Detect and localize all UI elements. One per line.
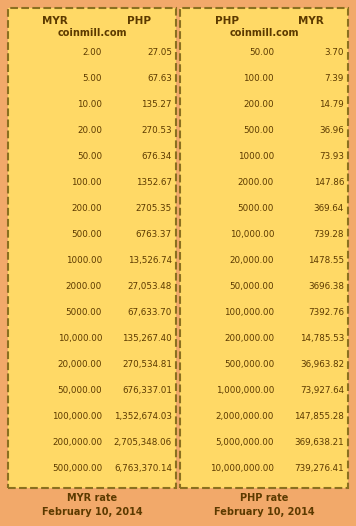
Text: 2705.35: 2705.35 (136, 204, 172, 213)
Text: 676,337.01: 676,337.01 (122, 386, 172, 396)
Text: 5,000,000.00: 5,000,000.00 (216, 438, 274, 448)
Text: coinmill.com: coinmill.com (229, 28, 299, 38)
Text: 5000.00: 5000.00 (238, 204, 274, 213)
Text: 6,763,370.14: 6,763,370.14 (114, 464, 172, 473)
Text: February 10, 2014: February 10, 2014 (42, 507, 142, 517)
Text: MYR rate: MYR rate (67, 493, 117, 503)
Text: 1000.00: 1000.00 (238, 152, 274, 161)
Text: PHP: PHP (215, 15, 239, 25)
Text: 50.00: 50.00 (249, 47, 274, 56)
Text: 500,000.00: 500,000.00 (52, 464, 102, 473)
Text: PHP rate: PHP rate (240, 493, 288, 503)
Text: 135,267.40: 135,267.40 (122, 334, 172, 343)
Text: 13,526.74: 13,526.74 (128, 256, 172, 265)
Bar (8, 8, 176, 488)
Text: 135.27: 135.27 (141, 99, 172, 109)
Text: 1478.55: 1478.55 (308, 256, 344, 265)
Text: 1000.00: 1000.00 (66, 256, 102, 265)
Text: 500,000.00: 500,000.00 (224, 360, 274, 369)
Text: 147.86: 147.86 (314, 178, 344, 187)
Text: 7392.76: 7392.76 (308, 308, 344, 317)
Text: 1,000,000.00: 1,000,000.00 (216, 386, 274, 396)
Text: 100.00: 100.00 (72, 178, 102, 187)
Text: 2.00: 2.00 (83, 47, 102, 56)
Text: 1,352,674.03: 1,352,674.03 (114, 412, 172, 421)
Text: 2000.00: 2000.00 (66, 282, 102, 291)
Text: 1352.67: 1352.67 (136, 178, 172, 187)
Text: 50,000.00: 50,000.00 (57, 386, 102, 396)
Text: 739.28: 739.28 (314, 230, 344, 239)
Text: 10,000,000.00: 10,000,000.00 (210, 464, 274, 473)
Text: 10.00: 10.00 (77, 99, 102, 109)
Text: 200,000.00: 200,000.00 (224, 334, 274, 343)
Text: 10,000.00: 10,000.00 (58, 334, 102, 343)
Text: MYR: MYR (298, 15, 324, 25)
Text: 100.00: 100.00 (244, 74, 274, 83)
Text: 67.63: 67.63 (147, 74, 172, 83)
Text: 50.00: 50.00 (77, 152, 102, 161)
Text: 500.00: 500.00 (244, 126, 274, 135)
Text: 27,053.48: 27,053.48 (127, 282, 172, 291)
Text: 27.05: 27.05 (147, 47, 172, 56)
Text: 100,000.00: 100,000.00 (52, 412, 102, 421)
Text: 3696.38: 3696.38 (308, 282, 344, 291)
Text: 676.34: 676.34 (142, 152, 172, 161)
Text: 2000.00: 2000.00 (238, 178, 274, 187)
Text: 2,705,348.06: 2,705,348.06 (114, 438, 172, 448)
Text: 200.00: 200.00 (72, 204, 102, 213)
Text: 739,276.41: 739,276.41 (294, 464, 344, 473)
Text: 36,963.82: 36,963.82 (300, 360, 344, 369)
Text: 3.70: 3.70 (325, 47, 344, 56)
Text: 6763.37: 6763.37 (136, 230, 172, 239)
Text: 20,000.00: 20,000.00 (58, 360, 102, 369)
Text: 10,000.00: 10,000.00 (230, 230, 274, 239)
Text: 20.00: 20.00 (77, 126, 102, 135)
Text: 270.53: 270.53 (141, 126, 172, 135)
Text: coinmill.com: coinmill.com (57, 28, 127, 38)
Text: 5000.00: 5000.00 (66, 308, 102, 317)
Text: PHP: PHP (127, 15, 151, 25)
Text: 500.00: 500.00 (71, 230, 102, 239)
Text: 20,000.00: 20,000.00 (230, 256, 274, 265)
Text: 147,855.28: 147,855.28 (294, 412, 344, 421)
Text: 7.39: 7.39 (325, 74, 344, 83)
Text: 14.79: 14.79 (319, 99, 344, 109)
Text: 2,000,000.00: 2,000,000.00 (216, 412, 274, 421)
Text: 270,534.81: 270,534.81 (122, 360, 172, 369)
Text: 369.64: 369.64 (314, 204, 344, 213)
Text: 200,000.00: 200,000.00 (52, 438, 102, 448)
Text: 73,927.64: 73,927.64 (300, 386, 344, 396)
Text: 5.00: 5.00 (83, 74, 102, 83)
Text: 36.96: 36.96 (319, 126, 344, 135)
Text: 50,000.00: 50,000.00 (230, 282, 274, 291)
Text: 100,000.00: 100,000.00 (224, 308, 274, 317)
Text: February 10, 2014: February 10, 2014 (214, 507, 314, 517)
Bar (180, 8, 348, 488)
Text: 369,638.21: 369,638.21 (294, 438, 344, 448)
Text: 73.93: 73.93 (319, 152, 344, 161)
Text: MYR: MYR (42, 15, 68, 25)
Text: 200.00: 200.00 (244, 99, 274, 109)
Text: 14,785.53: 14,785.53 (300, 334, 344, 343)
Text: 67,633.70: 67,633.70 (127, 308, 172, 317)
